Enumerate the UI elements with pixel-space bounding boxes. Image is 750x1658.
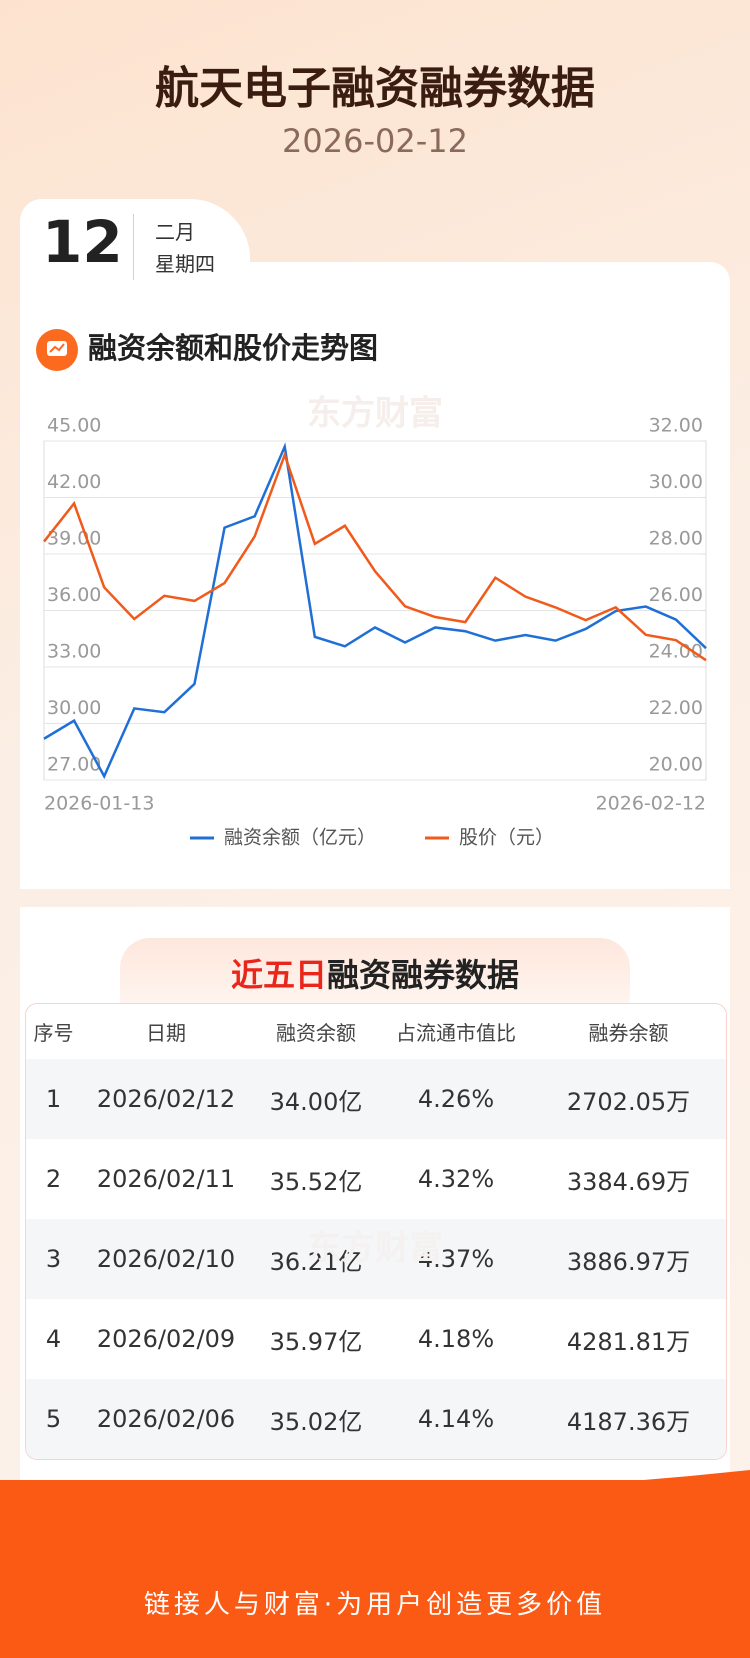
table-cell: 2026/02/10 bbox=[96, 1245, 236, 1273]
table-cell: 3886.97万 bbox=[566, 1247, 691, 1276]
table-cell: 融资余额 bbox=[276, 1021, 356, 1045]
table-cell: 2026/02/12 bbox=[96, 1085, 236, 1113]
series-line bbox=[43, 451, 707, 662]
legend-label: 融资余额（亿元） bbox=[224, 827, 376, 849]
table: 序号 日期 融资余额 占流通市值比 融券余额 1 2026/02/12 34.00亿 4.26%… bbox=[25, 1003, 727, 1460]
weekday: 星期四 bbox=[155, 252, 215, 276]
month: 二月 bbox=[155, 220, 195, 244]
table-cell: 4.18% bbox=[417, 1325, 495, 1353]
table-cell: 4.14% bbox=[417, 1405, 495, 1433]
table-row: 3 2026/02/10 36.21亿 4.37% 3886.97万 bbox=[26, 1219, 726, 1299]
table-cell: 占流通市值比 bbox=[396, 1021, 516, 1045]
y-tick-label: 27.00 bbox=[47, 754, 101, 776]
y2-tick-label: 32.00 bbox=[649, 415, 703, 437]
table-cell: 日期 bbox=[146, 1021, 186, 1045]
page-title: 航天电子融资融券数据 bbox=[155, 63, 595, 114]
title-highlight: 近五日 bbox=[230, 956, 327, 994]
table-cell: 3384.69万 bbox=[566, 1167, 691, 1196]
y-tick-label: 42.00 bbox=[47, 471, 101, 493]
table-row: 2 2026/02/11 35.52亿 4.32% 3384.69万 bbox=[26, 1139, 726, 1219]
table-cell: 36.21亿 bbox=[269, 1247, 363, 1276]
table-cell: 1 bbox=[45, 1085, 62, 1113]
table-row: 5 2026/02/06 35.02亿 4.14% 4187.36万 bbox=[26, 1379, 726, 1459]
table-cell: 35.52亿 bbox=[269, 1167, 363, 1196]
table-cell: 2026/02/11 bbox=[96, 1165, 236, 1193]
table-tab bbox=[120, 938, 630, 1006]
series-line bbox=[43, 442, 707, 780]
y-tick-label: 33.00 bbox=[47, 641, 101, 663]
table-cell: 序号 bbox=[33, 1021, 74, 1045]
y2-tick-label: 26.00 bbox=[649, 584, 703, 606]
table-cell: 2702.05万 bbox=[566, 1087, 691, 1116]
table-cell: 35.02亿 bbox=[269, 1407, 363, 1436]
legend-label: 股价（元） bbox=[459, 827, 554, 849]
chart-card bbox=[20, 262, 730, 889]
watermark: 东方财富 bbox=[307, 394, 443, 434]
table-row: 1 2026/02/12 34.00亿 4.26% 2702.05万 bbox=[26, 1059, 726, 1139]
table-cell: 4 bbox=[45, 1325, 62, 1353]
footer bbox=[0, 1480, 750, 1658]
table-title: 近五日融资融券数据 bbox=[120, 950, 630, 996]
day: 12 bbox=[42, 208, 123, 276]
table-cell: 2026/02/06 bbox=[96, 1405, 236, 1433]
separator bbox=[133, 214, 134, 280]
y-tick-label: 30.00 bbox=[47, 697, 101, 719]
table-cell: 4.37% bbox=[417, 1245, 495, 1273]
table-row: 序号 日期 融资余额 占流通市值比 融券余额 bbox=[26, 1004, 726, 1059]
chart: 融资余额和股价走势图 东方财富 27.00 30.00 33.00 36.00 39.0… bbox=[36, 329, 707, 849]
y2-tick-label: 28.00 bbox=[649, 528, 703, 550]
y-tick-label: 39.00 bbox=[47, 528, 101, 550]
table-cell: 34.00亿 bbox=[269, 1087, 363, 1116]
table-cell: 2 bbox=[45, 1165, 62, 1193]
y2-tick-label: 30.00 bbox=[649, 471, 703, 493]
page-date: 2026-02-12 bbox=[282, 122, 468, 160]
watermark: 东方财富 bbox=[307, 1228, 443, 1268]
chart-title: 融资余额和股价走势图 bbox=[88, 331, 378, 365]
table-cell: 3 bbox=[45, 1245, 62, 1273]
table-cell: 2026/02/09 bbox=[96, 1325, 236, 1353]
y2-tick-label: 24.00 bbox=[649, 641, 703, 663]
table-cell: 35.97亿 bbox=[269, 1327, 363, 1356]
x-tick-label: 2026-02-12 bbox=[596, 793, 706, 815]
y-tick-label: 45.00 bbox=[47, 415, 101, 437]
x-tick-label: 2026-01-13 bbox=[44, 793, 154, 815]
table-cell: 4.26% bbox=[417, 1085, 495, 1113]
y2-tick-label: 20.00 bbox=[649, 754, 703, 776]
table-cell: 融券余额 bbox=[588, 1021, 669, 1045]
slogan: 链接人与财富·为用户创造更多价值 bbox=[143, 1590, 607, 1620]
y2-tick-label: 22.00 bbox=[649, 697, 703, 719]
table-row: 4 2026/02/09 35.97亿 4.18% 4281.81万 bbox=[26, 1299, 726, 1379]
table-cell: 4281.81万 bbox=[566, 1327, 691, 1356]
table-cell: 5 bbox=[45, 1405, 62, 1433]
table-cell: 4.32% bbox=[417, 1165, 495, 1193]
table-cell: 4187.36万 bbox=[566, 1407, 691, 1436]
y-tick-label: 36.00 bbox=[47, 584, 101, 606]
chart-icon bbox=[49, 343, 65, 353]
title-rest: 融资融券数据 bbox=[327, 956, 520, 994]
